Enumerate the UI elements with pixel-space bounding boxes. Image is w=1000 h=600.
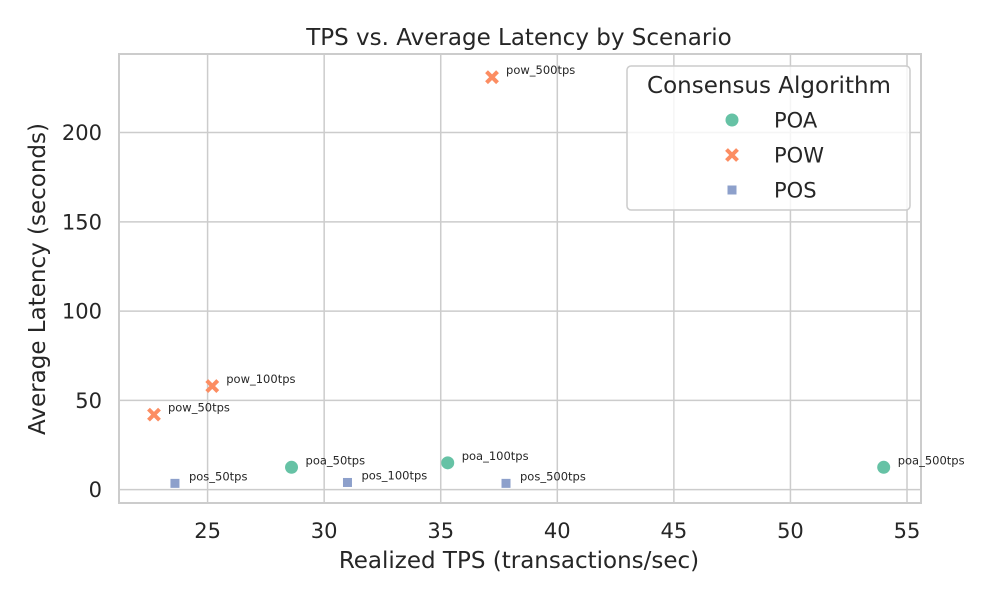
point-label-pos-100tps: pos_100tps (361, 468, 427, 482)
data-point-pow-100tps (205, 379, 220, 393)
x-tick-label: 45 (661, 519, 688, 543)
x-tick-label: 30 (311, 519, 338, 543)
point-label-poa-500tps: poa_500tps (898, 453, 965, 467)
legend-title: Consensus Algorithm (647, 73, 891, 99)
legend-marker-pos (727, 185, 737, 195)
plot-frame (118, 53, 922, 504)
data-points (147, 70, 891, 488)
x-tick-label: 50 (777, 519, 804, 543)
chart-title: TPS vs. Average Latency by Scenario (305, 25, 732, 51)
data-point-pos-500tps (501, 478, 511, 488)
x-tick-label: 55 (894, 519, 921, 543)
point-labels: poa_50tps poa_100tps poa_500tpspow_50tpspo… (168, 63, 965, 483)
y-tick-label: 0 (89, 478, 102, 502)
legend-label-pos: POS (774, 179, 817, 203)
legend-marker-pow (725, 148, 739, 162)
y-tick-label: 150 (62, 210, 102, 234)
y-tick-label: 200 (62, 121, 102, 145)
point-label-pow-500tps: pow_500tps (506, 63, 575, 77)
point-label-poa-100tps: poa_100tps (462, 449, 529, 463)
point-label-pos-500tps: pos_500tps (520, 469, 586, 483)
data-point-poa-50tps (285, 460, 299, 474)
point-label-pos-50tps: pos_50tps (189, 469, 248, 483)
data-point-pow-500tps (485, 70, 499, 85)
data-point-pos-100tps (342, 477, 352, 487)
point-label-pow-50tps: pow_50tps (168, 401, 230, 415)
x-axis-label: Realized TPS (transactions/sec) (339, 548, 699, 574)
data-point-pos-50tps (170, 478, 180, 488)
legend-label-poa: POA (774, 109, 818, 133)
y-tick-label: 100 (62, 300, 102, 324)
data-point-poa-500tps (877, 460, 891, 474)
legend-items: POA POW POS (725, 109, 824, 203)
x-tick-label: 35 (427, 519, 454, 543)
x-tick-label: 25 (194, 519, 221, 543)
point-label-poa-50tps: poa_50tps (306, 453, 366, 467)
x-tick-label: 40 (544, 519, 571, 543)
legend-box (626, 65, 911, 211)
legend-label-pow: POW (774, 144, 824, 168)
point-label-pow-100tps: pow_100tps (226, 372, 295, 386)
y-axis-label: Average Latency (seconds) (25, 123, 51, 435)
data-point-poa-100tps (441, 456, 455, 470)
tick-labels: 25 30 35 40 45 50 55 0 50 100 150 200 (62, 121, 920, 543)
legend: Consensus Algorithm POA POW POS (626, 65, 911, 211)
legend-marker-poa (725, 113, 739, 127)
y-tick-label: 50 (75, 389, 102, 413)
data-point-pow-50tps (147, 407, 161, 422)
